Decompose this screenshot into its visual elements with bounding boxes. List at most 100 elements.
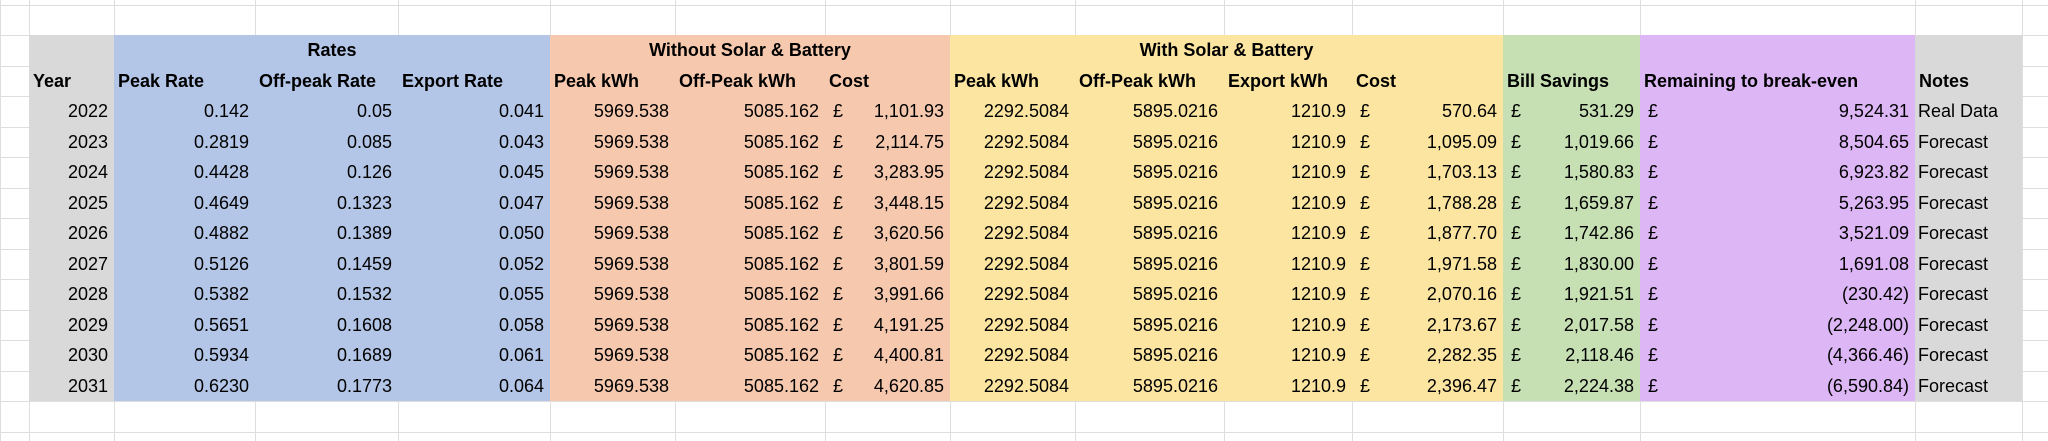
- currency-symbol: £: [1360, 314, 1371, 335]
- data-cell: 1,830.00: [1563, 253, 1634, 274]
- currency-symbol: £: [1648, 284, 1659, 304]
- note-cell: Forecast: [1918, 223, 1989, 243]
- grid-line: [0, 0, 1, 441]
- currency-symbol: £: [1648, 162, 1659, 182]
- grid-line: [0, 4, 2048, 6]
- data-cell: 0.1773: [336, 375, 392, 396]
- data-cell: 0.1689: [336, 345, 392, 365]
- data-cell: 2292.5084: [983, 314, 1069, 335]
- data-cell: 0.055: [498, 284, 544, 304]
- data-cell: 5895.0216: [1132, 314, 1218, 335]
- data-cell: 5969.538: [593, 223, 669, 243]
- data-cell: 1,691.08: [1838, 253, 1909, 274]
- data-cell: 5969.538: [593, 101, 669, 121]
- column-band: [29, 35, 114, 401]
- column-header: Remaining to break-even: [1644, 70, 1859, 91]
- column-header: Year: [33, 70, 72, 91]
- data-cell: 5895.0216: [1132, 162, 1218, 182]
- column-header: Cost: [1356, 70, 1396, 91]
- column-band: [950, 35, 1503, 401]
- data-cell: 2023: [67, 131, 108, 152]
- data-cell: 1210.9: [1290, 375, 1346, 396]
- data-cell: 1210.9: [1290, 345, 1346, 365]
- data-cell: 5895.0216: [1132, 223, 1218, 243]
- data-cell: 1,703.13: [1426, 162, 1497, 182]
- column-header: Peak kWh: [954, 70, 1040, 91]
- data-cell: 6,923.82: [1838, 162, 1909, 182]
- data-cell: 5969.538: [593, 253, 669, 274]
- group-header: With Solar & Battery: [1139, 40, 1314, 60]
- data-cell: 2292.5084: [983, 253, 1069, 274]
- data-cell: 3,991.66: [873, 284, 944, 304]
- currency-symbol: £: [1511, 284, 1522, 304]
- data-cell: 5969.538: [593, 375, 669, 396]
- data-cell: 5895.0216: [1132, 253, 1218, 274]
- data-cell: 2027: [67, 253, 108, 274]
- data-cell: 2029: [67, 314, 108, 335]
- currency-symbol: £: [833, 131, 844, 152]
- data-cell: (4,366.46): [1826, 345, 1909, 365]
- currency-symbol: £: [1511, 223, 1522, 243]
- column-band: [1915, 35, 2022, 401]
- data-cell: 2,396.47: [1426, 375, 1497, 396]
- data-cell: 1210.9: [1290, 284, 1346, 304]
- data-cell: 5969.538: [593, 284, 669, 304]
- currency-symbol: £: [833, 162, 844, 182]
- currency-symbol: £: [1511, 101, 1522, 121]
- currency-symbol: £: [1648, 192, 1659, 213]
- data-cell: 2,224.38: [1563, 375, 1634, 396]
- data-cell: 5085.162: [743, 101, 819, 121]
- data-cell: 5969.538: [593, 131, 669, 152]
- currency-symbol: £: [833, 101, 844, 121]
- data-cell: 0.061: [498, 345, 544, 365]
- currency-symbol: £: [1360, 162, 1371, 182]
- data-cell: 0.064: [498, 375, 544, 396]
- data-cell: 1,971.58: [1426, 253, 1497, 274]
- currency-symbol: £: [1511, 162, 1522, 182]
- data-cell: 1,101.93: [873, 101, 944, 121]
- currency-symbol: £: [1648, 223, 1659, 243]
- currency-symbol: £: [1511, 375, 1522, 396]
- data-cell: 5895.0216: [1132, 345, 1218, 365]
- data-cell: 0.045: [498, 162, 544, 182]
- data-cell: 0.041: [498, 101, 544, 121]
- data-cell: 2024: [67, 162, 108, 182]
- data-cell: 5085.162: [743, 314, 819, 335]
- currency-symbol: £: [1511, 345, 1522, 365]
- currency-symbol: £: [1648, 314, 1659, 335]
- data-cell: 5085.162: [743, 223, 819, 243]
- data-cell: 0.5651: [193, 314, 249, 335]
- currency-symbol: £: [1511, 192, 1522, 213]
- data-cell: 1210.9: [1290, 314, 1346, 335]
- currency-symbol: £: [1360, 131, 1371, 152]
- currency-symbol: £: [833, 192, 844, 213]
- currency-symbol: £: [1648, 345, 1659, 365]
- data-cell: 5895.0216: [1132, 375, 1218, 396]
- column-header: Off-Peak kWh: [679, 70, 797, 91]
- currency-symbol: £: [833, 314, 844, 335]
- data-cell: 5969.538: [593, 192, 669, 213]
- note-cell: Real Data: [1918, 101, 1999, 121]
- currency-symbol: £: [1360, 284, 1371, 304]
- column-header: Export Rate: [402, 70, 504, 91]
- data-cell: 2292.5084: [983, 162, 1069, 182]
- data-cell: 2,282.35: [1426, 345, 1497, 365]
- data-cell: 0.1389: [336, 223, 392, 243]
- data-cell: 2292.5084: [983, 375, 1069, 396]
- data-cell: 0.05: [356, 101, 392, 121]
- data-cell: 1210.9: [1290, 192, 1346, 213]
- data-cell: 2292.5084: [983, 192, 1069, 213]
- data-cell: 5085.162: [743, 192, 819, 213]
- column-header: Export kWh: [1228, 70, 1329, 91]
- data-cell: 0.4428: [193, 162, 249, 182]
- data-cell: 1,659.87: [1563, 192, 1634, 213]
- data-cell: 0.2819: [193, 131, 249, 152]
- data-cell: 2028: [67, 284, 108, 304]
- column-header: Bill Savings: [1507, 70, 1610, 91]
- data-cell: 1210.9: [1290, 253, 1346, 274]
- data-cell: 2030: [67, 345, 108, 365]
- data-cell: 0.1608: [336, 314, 392, 335]
- data-cell: 5085.162: [743, 345, 819, 365]
- data-cell: 2292.5084: [983, 223, 1069, 243]
- data-cell: 5969.538: [593, 162, 669, 182]
